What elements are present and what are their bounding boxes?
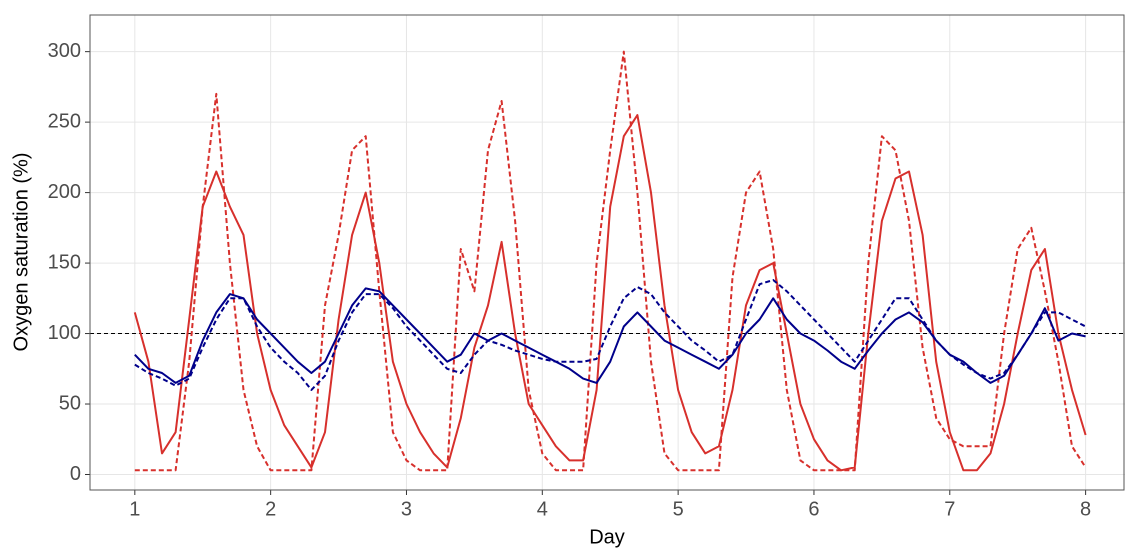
x-tick-label: 8 — [1080, 498, 1091, 520]
y-tick-label: 50 — [59, 392, 81, 414]
x-tick-label: 5 — [673, 498, 684, 520]
series-line — [134, 279, 1087, 391]
y-tick-label: 0 — [70, 463, 81, 485]
panel-border — [89, 14, 1125, 491]
y-tick-label: 200 — [48, 181, 81, 203]
x-tick-label: 4 — [537, 498, 548, 520]
series-line — [134, 287, 1086, 384]
x-tick-label: 7 — [944, 498, 955, 520]
x-tick-label: 2 — [265, 498, 276, 520]
y-tick-label: 250 — [48, 110, 81, 132]
series-line — [134, 50, 1087, 472]
x-tick-label: 1 — [129, 498, 140, 520]
y-axis-title: Oxygen saturation (%) — [10, 153, 32, 352]
x-tick-label: 6 — [808, 498, 819, 520]
x-tick-label: 3 — [401, 498, 412, 520]
series-line — [133, 114, 1087, 472]
y-tick-label: 300 — [48, 40, 81, 62]
y-tick-label: 150 — [48, 251, 81, 273]
x-axis-title: Day — [589, 526, 625, 548]
y-tick-label: 100 — [48, 322, 81, 344]
